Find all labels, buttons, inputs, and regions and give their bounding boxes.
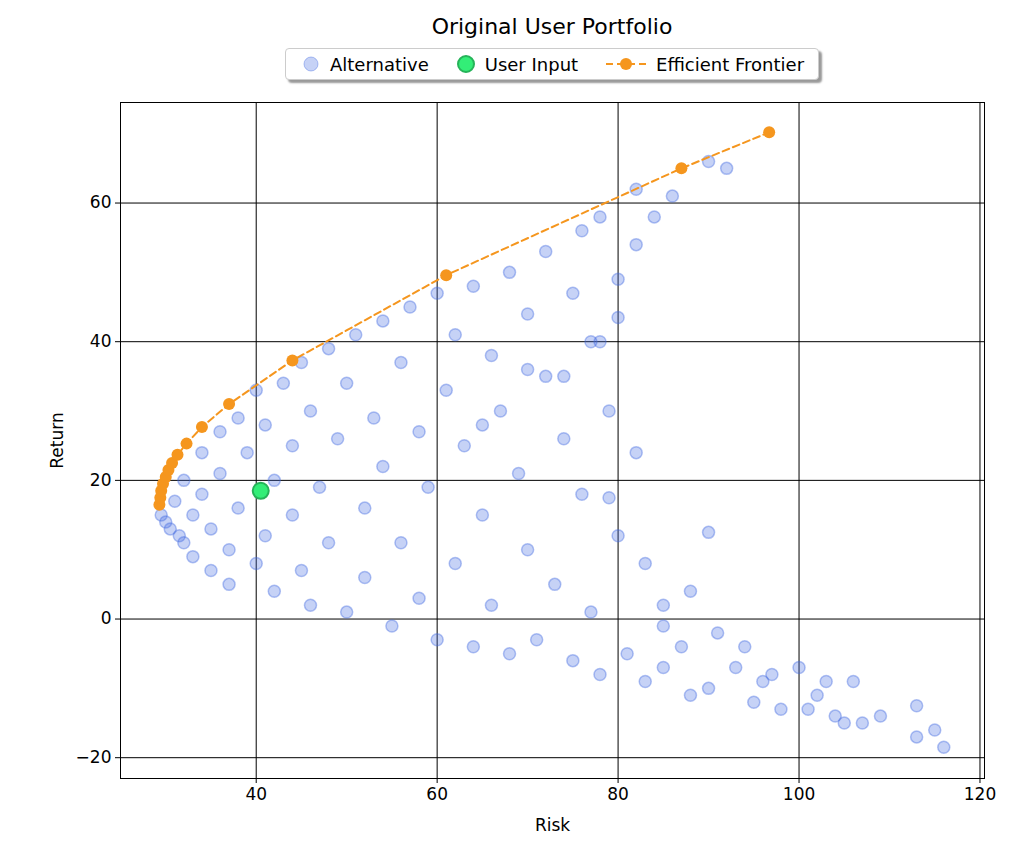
- svg-text:0: 0: [101, 608, 112, 628]
- svg-text:Return: Return: [47, 412, 67, 468]
- svg-text:−20: −20: [76, 747, 112, 767]
- html-text:Original User Portfolio: Original User Portfolio: [431, 14, 673, 39]
- svg-text:40: 40: [90, 331, 112, 351]
- svg-text:Risk: Risk: [535, 815, 570, 835]
- svg-text:60: 60: [90, 192, 112, 212]
- svg-text:100: 100: [783, 784, 815, 804]
- svg-text:20: 20: [90, 470, 112, 490]
- svg-text:40: 40: [245, 784, 267, 804]
- svg-text:60: 60: [426, 784, 448, 804]
- html-text:User Input: User Input: [484, 53, 579, 75]
- svg-text:120: 120: [964, 784, 996, 804]
- html-text:Efficient Frontier: Efficient Frontier: [656, 53, 804, 75]
- html-text:Alternative: Alternative: [330, 53, 429, 75]
- svg-text:80: 80: [607, 784, 629, 804]
